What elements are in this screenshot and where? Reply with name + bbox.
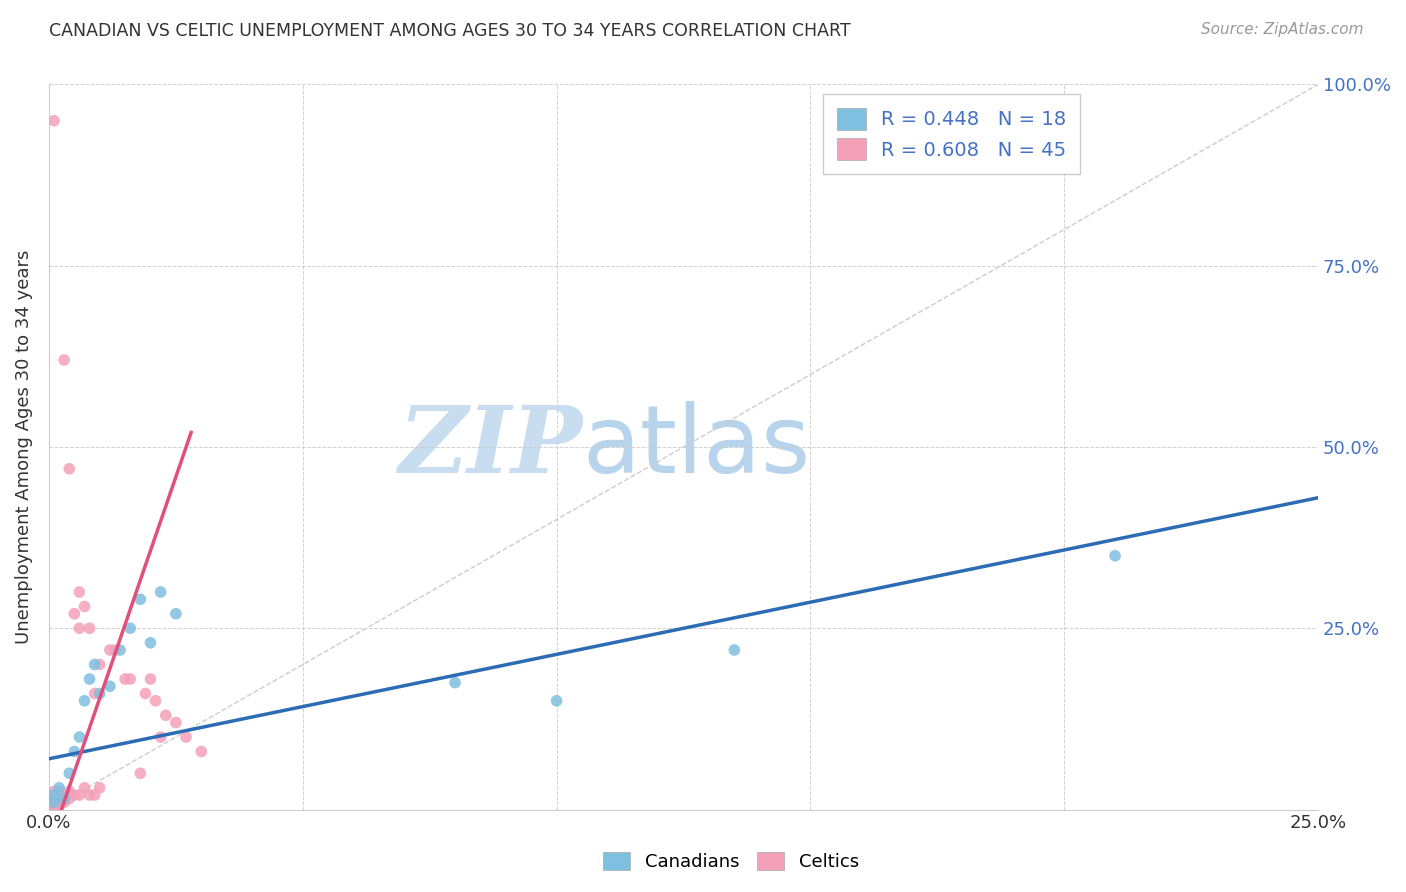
- Text: Source: ZipAtlas.com: Source: ZipAtlas.com: [1201, 22, 1364, 37]
- Point: [42, 788, 65, 802]
- Point: [145, 694, 167, 708]
- Point: [114, 672, 136, 686]
- Point: [134, 686, 156, 700]
- Point: [42, 784, 65, 798]
- Point: [83, 686, 105, 700]
- Point: [53, 788, 76, 802]
- Point: [41, 798, 63, 813]
- Point: [53, 353, 76, 368]
- Point: [83, 657, 105, 672]
- Point: [444, 675, 467, 690]
- Point: [63, 607, 86, 621]
- Text: atlas: atlas: [582, 401, 810, 493]
- Point: [42, 795, 65, 809]
- Point: [149, 585, 172, 599]
- Point: [73, 694, 96, 708]
- Point: [42, 791, 65, 805]
- Point: [129, 766, 152, 780]
- Point: [42, 113, 65, 128]
- Point: [1104, 549, 1126, 563]
- Point: [67, 621, 90, 635]
- Point: [58, 461, 80, 475]
- Point: [48, 791, 70, 805]
- Point: [129, 592, 152, 607]
- Point: [53, 791, 76, 805]
- Point: [723, 643, 745, 657]
- Point: [42, 798, 65, 813]
- Point: [42, 794, 65, 808]
- Point: [98, 643, 121, 657]
- Point: [155, 708, 177, 723]
- Point: [83, 788, 105, 802]
- Point: [73, 599, 96, 614]
- Point: [42, 797, 65, 811]
- Point: [149, 730, 172, 744]
- Point: [165, 715, 187, 730]
- Point: [48, 784, 70, 798]
- Point: [63, 745, 86, 759]
- Point: [67, 788, 90, 802]
- Point: [53, 791, 76, 805]
- Point: [98, 679, 121, 693]
- Point: [89, 686, 111, 700]
- Point: [63, 788, 86, 802]
- Point: [108, 643, 131, 657]
- Point: [139, 672, 162, 686]
- Point: [48, 795, 70, 809]
- Point: [48, 780, 70, 795]
- Text: CANADIAN VS CELTIC UNEMPLOYMENT AMONG AGES 30 TO 34 YEARS CORRELATION CHART: CANADIAN VS CELTIC UNEMPLOYMENT AMONG AG…: [49, 22, 851, 40]
- Text: ZIP: ZIP: [398, 402, 582, 492]
- Point: [89, 657, 111, 672]
- Legend: R = 0.448   N = 18, R = 0.608   N = 45: R = 0.448 N = 18, R = 0.608 N = 45: [823, 95, 1080, 174]
- Legend: Canadians, Celtics: Canadians, Celtics: [596, 845, 866, 879]
- Point: [48, 788, 70, 802]
- Point: [120, 672, 142, 686]
- Point: [53, 795, 76, 809]
- Point: [73, 780, 96, 795]
- Point: [174, 730, 197, 744]
- Point: [190, 745, 212, 759]
- Point: [48, 798, 70, 813]
- Point: [79, 788, 101, 802]
- Point: [104, 643, 127, 657]
- Point: [165, 607, 187, 621]
- Point: [58, 784, 80, 798]
- Y-axis label: Unemployment Among Ages 30 to 34 years: Unemployment Among Ages 30 to 34 years: [15, 250, 32, 644]
- Point: [42, 789, 65, 804]
- Point: [67, 730, 90, 744]
- Point: [79, 621, 101, 635]
- Point: [67, 585, 90, 599]
- Point: [546, 694, 568, 708]
- Point: [120, 621, 142, 635]
- Point: [58, 791, 80, 805]
- Point: [42, 788, 65, 802]
- Point: [89, 780, 111, 795]
- Point: [139, 636, 162, 650]
- Point: [58, 766, 80, 780]
- Point: [42, 795, 65, 809]
- Point: [79, 672, 101, 686]
